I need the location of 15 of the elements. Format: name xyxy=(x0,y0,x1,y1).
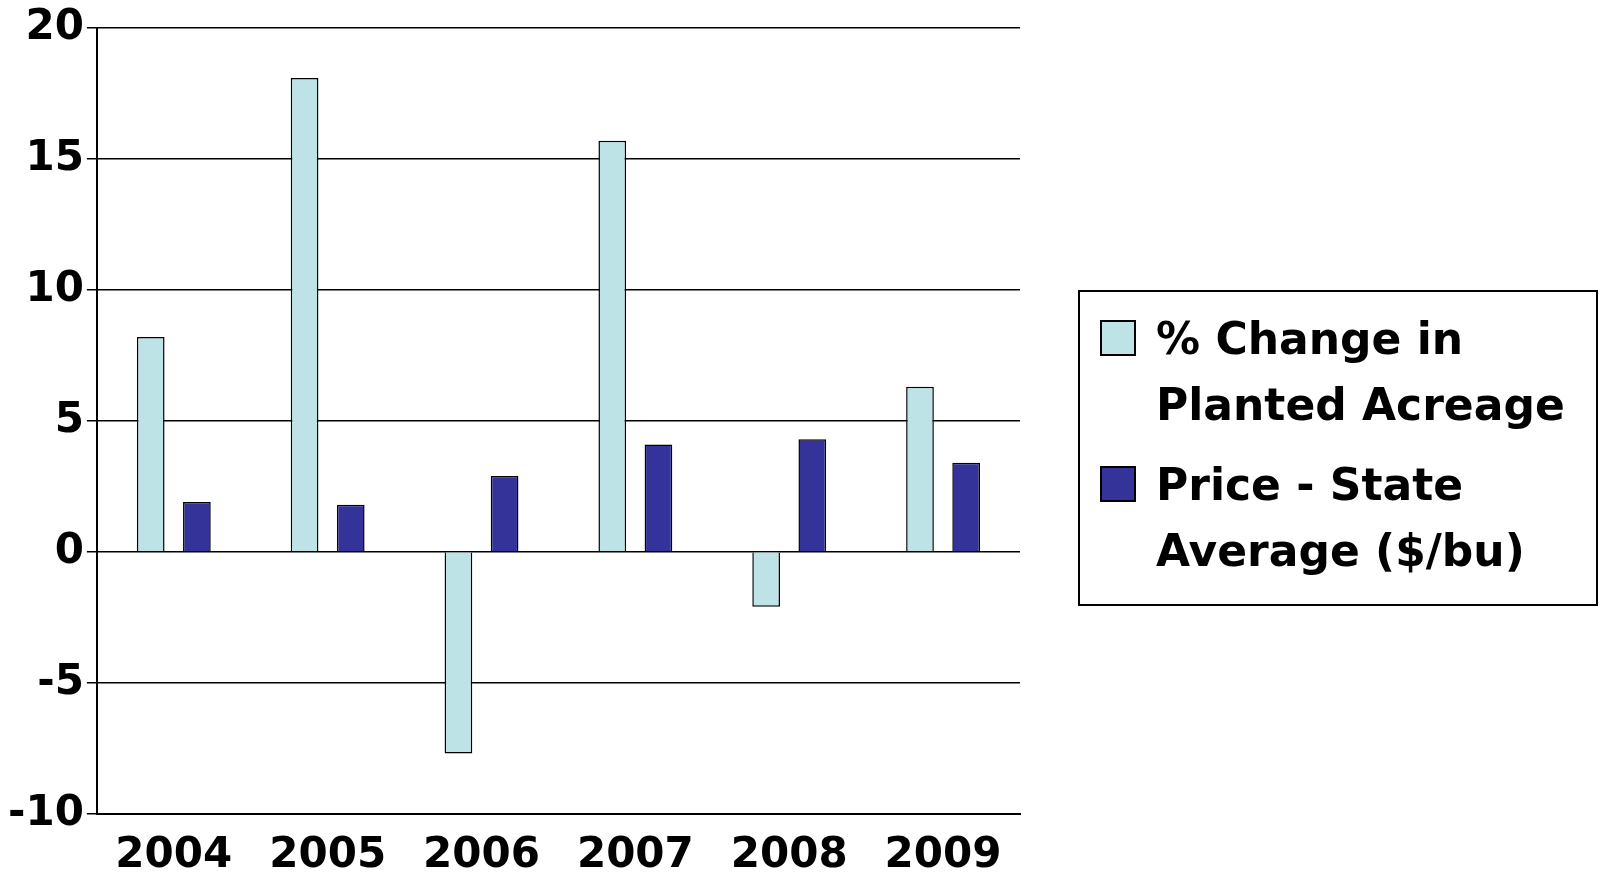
x-tick-label: 2006 xyxy=(423,827,540,877)
legend-label: % Change in Planted Acreage xyxy=(1156,312,1566,432)
y-tick-label: 10 xyxy=(25,261,84,311)
x-tick-label: 2004 xyxy=(115,827,233,877)
y-tick-label: -5 xyxy=(37,654,84,704)
y-tick-label: 15 xyxy=(25,131,84,181)
x-tick-label: 2008 xyxy=(730,827,848,877)
y-tick-label: -10 xyxy=(7,785,84,835)
y-tick-label: 5 xyxy=(54,392,84,442)
legend-label: Price - State Average ($/bu) xyxy=(1156,458,1526,578)
x-tick-label: 2009 xyxy=(884,827,1002,877)
y-tick-label: 20 xyxy=(25,0,84,50)
y-tick-label: 0 xyxy=(54,523,84,573)
x-tick-label: 2007 xyxy=(576,827,694,877)
x-tick-label: 2005 xyxy=(269,827,387,877)
